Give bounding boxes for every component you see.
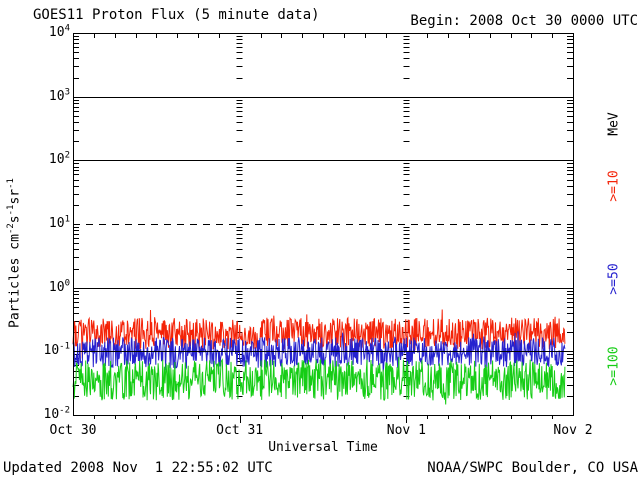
y-tick-label-1e2: 102 — [48, 151, 70, 168]
x-tick-label-nov-1: Nov 1 — [386, 423, 426, 438]
y-tick-label-1e4: 104 — [48, 23, 70, 40]
decade-gridlines — [73, 97, 573, 352]
y-tick-label-1e3: 103 — [48, 87, 70, 104]
y-tick-label-1e-1: 10-1 — [43, 342, 71, 359]
chart-title: GOES11 Proton Flux (5 minute data) — [33, 7, 320, 23]
series-p10 — [72, 309, 566, 359]
updated-timestamp: Updated 2008 Nov 1 22:55:02 UTC — [3, 460, 273, 476]
x-tick-label-nov-2: Nov 2 — [553, 423, 593, 438]
y-axis-title: Particles cm-2s-1sr-1 — [6, 178, 23, 328]
legend-entry-p50: >=50 — [606, 263, 622, 295]
legend-entry-p10: >=10 — [606, 170, 622, 202]
legend-unit-mev: MeV — [606, 112, 622, 136]
series-p50 — [72, 331, 566, 372]
axes-frame — [73, 33, 574, 424]
series-p100 — [72, 357, 566, 405]
y-tick-label-1e-2: 10-2 — [43, 405, 71, 423]
x-axis-title: Universal Time — [268, 440, 378, 455]
begin-time-label: Begin: 2008 Oct 30 0000 UTC — [410, 13, 638, 29]
source-attribution: NOAA/SWPC Boulder, CO USA — [427, 460, 638, 476]
y-tick-label-1e1: 101 — [48, 214, 70, 231]
x-tick-label-oct-30: Oct 30 — [49, 423, 97, 438]
y-tick-label-1e0: 100 — [48, 278, 70, 295]
x-tick-label-oct-31: Oct 31 — [216, 423, 264, 438]
legend-entry-p100: >=100 — [606, 346, 622, 386]
log-minor-ticks — [73, 36, 573, 397]
